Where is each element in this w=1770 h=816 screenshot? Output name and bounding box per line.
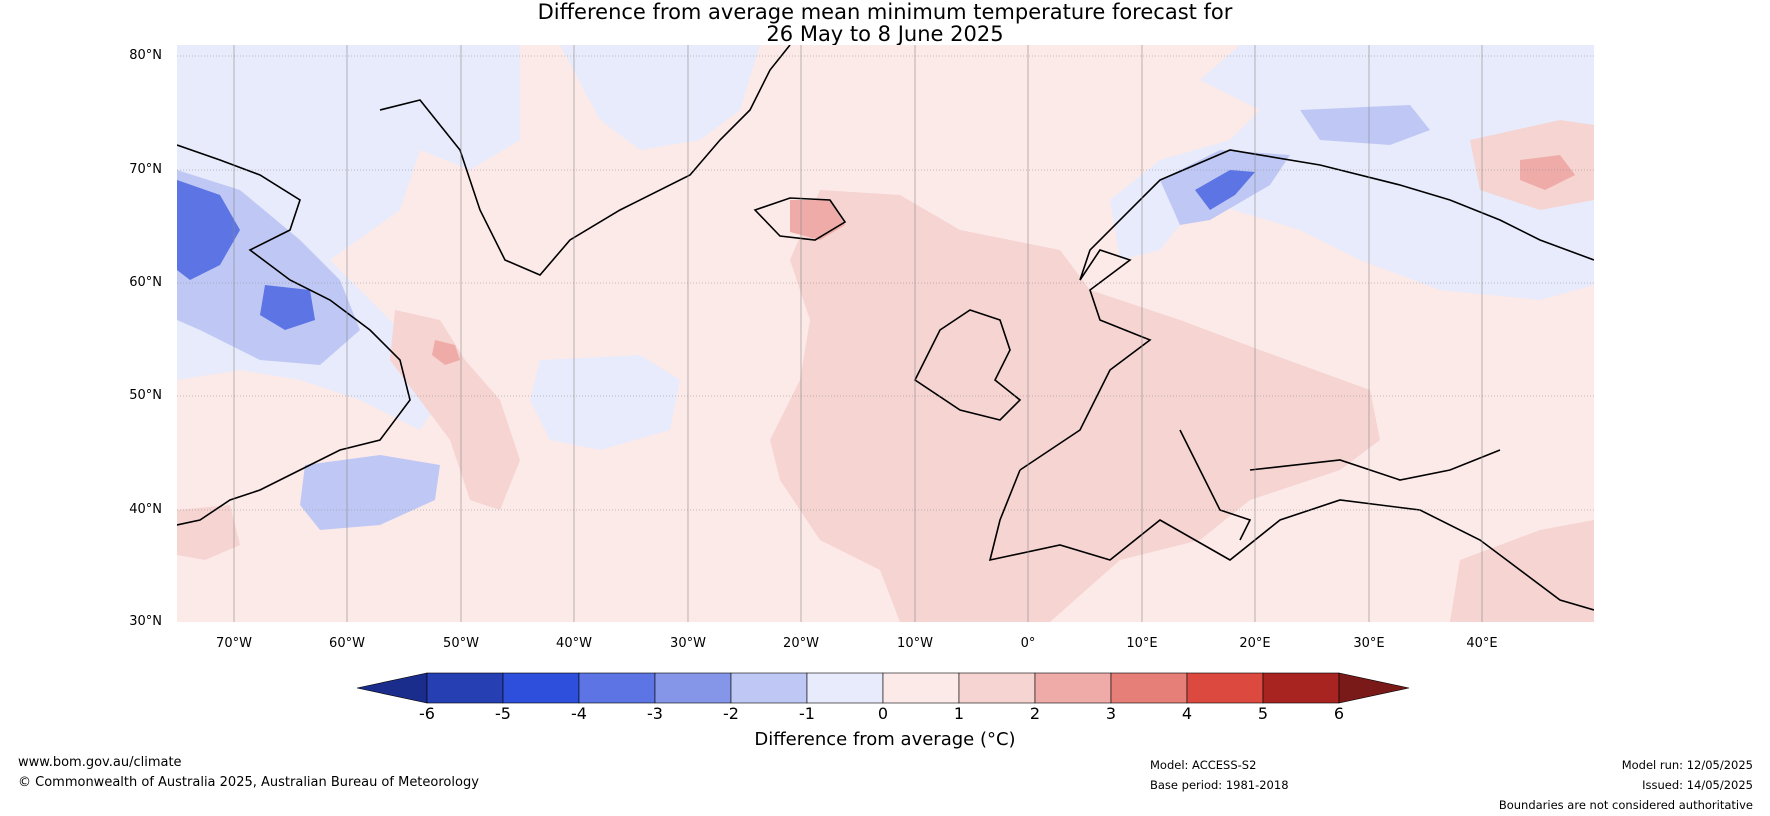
footer-issued: Issued: 14/05/2025 bbox=[1642, 778, 1753, 792]
colorbar-tick-label: -1 bbox=[799, 704, 815, 723]
anomaly-region-newfoundland-cool bbox=[300, 455, 440, 530]
colorbar-bin bbox=[958, 672, 1036, 704]
colorbar-tick-label: 0 bbox=[877, 704, 889, 723]
colorbar-under-triangle bbox=[356, 672, 428, 704]
footer-base-period: Base period: 1981-2018 bbox=[1150, 778, 1289, 792]
anomaly-region-greenland-sea-cool bbox=[560, 45, 760, 150]
lat-label-50n: 50°N bbox=[129, 388, 162, 403]
colorbar-tick-label: 1 bbox=[953, 704, 965, 723]
colorbar-bin bbox=[426, 672, 504, 704]
lat-label-60n: 60°N bbox=[129, 275, 162, 290]
anomaly-region-europe-warm bbox=[770, 190, 1380, 622]
colorbar-bin bbox=[882, 672, 960, 704]
colorbar-tick-label: 6 bbox=[1333, 704, 1345, 723]
lat-label-40n: 40°N bbox=[129, 502, 162, 517]
colorbar-bin bbox=[1262, 672, 1340, 704]
colorbar-tick-label: -6 bbox=[419, 704, 435, 723]
lon-gridlines bbox=[233, 45, 1483, 622]
map-title-line-1: Difference from average mean minimum tem… bbox=[537, 0, 1233, 24]
colorbar-bin bbox=[654, 672, 732, 704]
lon-label-40w: 40°W bbox=[556, 636, 592, 651]
colorbar-bin bbox=[1034, 672, 1112, 704]
lon-label-60w: 60°W bbox=[329, 636, 365, 651]
lat-label-80n: 80°N bbox=[129, 48, 162, 63]
lon-label-40e: 40°E bbox=[1466, 636, 1498, 651]
anomaly-region-ural-core bbox=[1520, 155, 1575, 190]
lat-label-30n: 30°N bbox=[129, 614, 162, 629]
lat-label-70n: 70°N bbox=[129, 162, 162, 177]
lon-label-70w: 70°W bbox=[216, 636, 252, 651]
lon-label-30e: 30°E bbox=[1353, 636, 1385, 651]
footer-website: www.bom.gov.au/climate bbox=[18, 755, 182, 770]
footer-disclaimer: Boundaries are not considered authoritat… bbox=[1498, 798, 1753, 812]
footer-model-run: Model run: 12/05/2025 bbox=[1621, 758, 1753, 772]
map-title-line-2: 26 May to 8 June 2025 bbox=[766, 22, 1004, 46]
colorbar-tick-label: -2 bbox=[723, 704, 739, 723]
colorbar-bin bbox=[806, 672, 884, 704]
anomaly-region-atlantic-core bbox=[432, 340, 460, 365]
lon-label-20e: 20°E bbox=[1239, 636, 1271, 651]
colorbar-bin bbox=[730, 672, 808, 704]
colorbar bbox=[356, 672, 1410, 704]
anomaly-region-norway-deep bbox=[1195, 170, 1255, 210]
lon-label-50w: 50°W bbox=[443, 636, 479, 651]
lon-label-10e: 10°E bbox=[1126, 636, 1158, 651]
lon-label-30w: 30°W bbox=[670, 636, 706, 651]
colorbar-bin bbox=[502, 672, 580, 704]
colorbar-bin bbox=[1186, 672, 1264, 704]
coastlines bbox=[177, 45, 1594, 611]
footer-copyright: © Commonwealth of Australia 2025, Austra… bbox=[18, 775, 479, 790]
colorbar-bin bbox=[1110, 672, 1188, 704]
colorbar-tick-label: 5 bbox=[1257, 704, 1269, 723]
anomaly-region-mid-atlantic-warm bbox=[390, 310, 520, 510]
lon-label-10w: 10°W bbox=[897, 636, 933, 651]
anomaly-region-azores-warm bbox=[177, 505, 240, 560]
forecast-map bbox=[177, 45, 1594, 622]
anomaly-region-quebec-deep bbox=[260, 285, 315, 330]
colorbar-tick-label: 2 bbox=[1029, 704, 1041, 723]
footer-model: Model: ACCESS-S2 bbox=[1150, 758, 1257, 772]
colorbar-tick-label: -3 bbox=[647, 704, 663, 723]
lon-label-20w: 20°W bbox=[783, 636, 819, 651]
anomaly-region-baffin-deep bbox=[177, 180, 240, 280]
anomaly-region-atlantic-cool bbox=[530, 355, 680, 450]
colorbar-tick-label: -4 bbox=[571, 704, 587, 723]
lon-label-0: 0° bbox=[1020, 636, 1036, 651]
colorbar-tick-label: -5 bbox=[495, 704, 511, 723]
colorbar-bin bbox=[578, 672, 656, 704]
anomaly-region-barents-cool bbox=[1300, 105, 1430, 145]
colorbar-label: Difference from average (°C) bbox=[754, 729, 1016, 750]
colorbar-tick-label: 3 bbox=[1105, 704, 1117, 723]
colorbar-tick-label: 4 bbox=[1181, 704, 1193, 723]
colorbar-over-triangle bbox=[1338, 672, 1410, 704]
lat-gridlines bbox=[177, 55, 1594, 511]
